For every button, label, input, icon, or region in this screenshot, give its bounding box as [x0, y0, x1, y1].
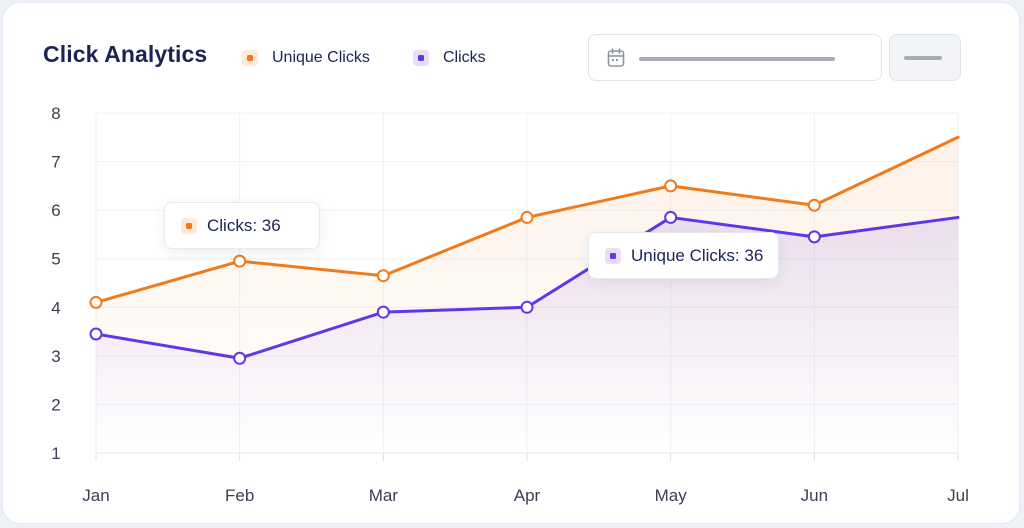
legend-item-unique-clicks[interactable]: Unique Clicks	[242, 49, 370, 67]
y-tick-label: 6	[51, 201, 60, 220]
data-point	[376, 305, 390, 319]
tooltip-swatch-clicks	[181, 217, 197, 234]
tooltip-unique-clicks: Unique Clicks: 36	[588, 232, 779, 279]
calendar-icon	[607, 48, 625, 67]
options-placeholder-bar	[904, 56, 942, 60]
data-point	[664, 210, 678, 224]
data-point	[376, 269, 390, 283]
data-point	[520, 210, 534, 224]
legend-label-unique-clicks: Unique Clicks	[272, 49, 370, 66]
legend-swatch-clicks	[413, 50, 429, 66]
tooltip-text-unique-clicks: Unique Clicks: 36	[631, 245, 764, 265]
tooltip-clicks: Clicks: 36	[164, 202, 320, 249]
x-tick-label: Jul	[947, 486, 969, 505]
y-tick-label: 5	[51, 250, 60, 269]
data-point	[233, 254, 247, 268]
y-tick-label: 4	[51, 298, 60, 317]
x-tick-label: Feb	[225, 486, 254, 505]
date-range-placeholder-bar	[639, 57, 835, 61]
data-point	[807, 230, 821, 244]
legend-label-clicks: Clicks	[443, 49, 486, 66]
data-point	[520, 300, 534, 314]
y-tick-label: 1	[51, 444, 60, 463]
data-point	[233, 351, 247, 365]
y-tick-label: 8	[51, 104, 60, 123]
x-tick-label: Jun	[801, 486, 828, 505]
data-point	[89, 295, 103, 309]
tooltip-text-clicks: Clicks: 36	[207, 215, 281, 235]
options-button[interactable]	[889, 34, 961, 81]
date-range-picker[interactable]	[588, 34, 882, 81]
x-tick-label: Mar	[369, 486, 399, 505]
legend-item-clicks[interactable]: Clicks	[413, 49, 486, 67]
data-point	[664, 179, 678, 193]
legend-swatch-unique-clicks	[242, 50, 258, 66]
y-tick-label: 3	[51, 347, 60, 366]
chart-title: Click Analytics	[43, 41, 208, 67]
data-point	[807, 198, 821, 212]
tooltip-swatch-unique-clicks	[605, 247, 621, 264]
x-tick-label: Apr	[514, 486, 541, 505]
x-tick-label: Jan	[82, 486, 109, 505]
data-point	[89, 327, 103, 341]
x-tick-label: May	[655, 486, 688, 505]
y-tick-label: 2	[51, 395, 60, 414]
y-tick-label: 7	[51, 153, 60, 172]
